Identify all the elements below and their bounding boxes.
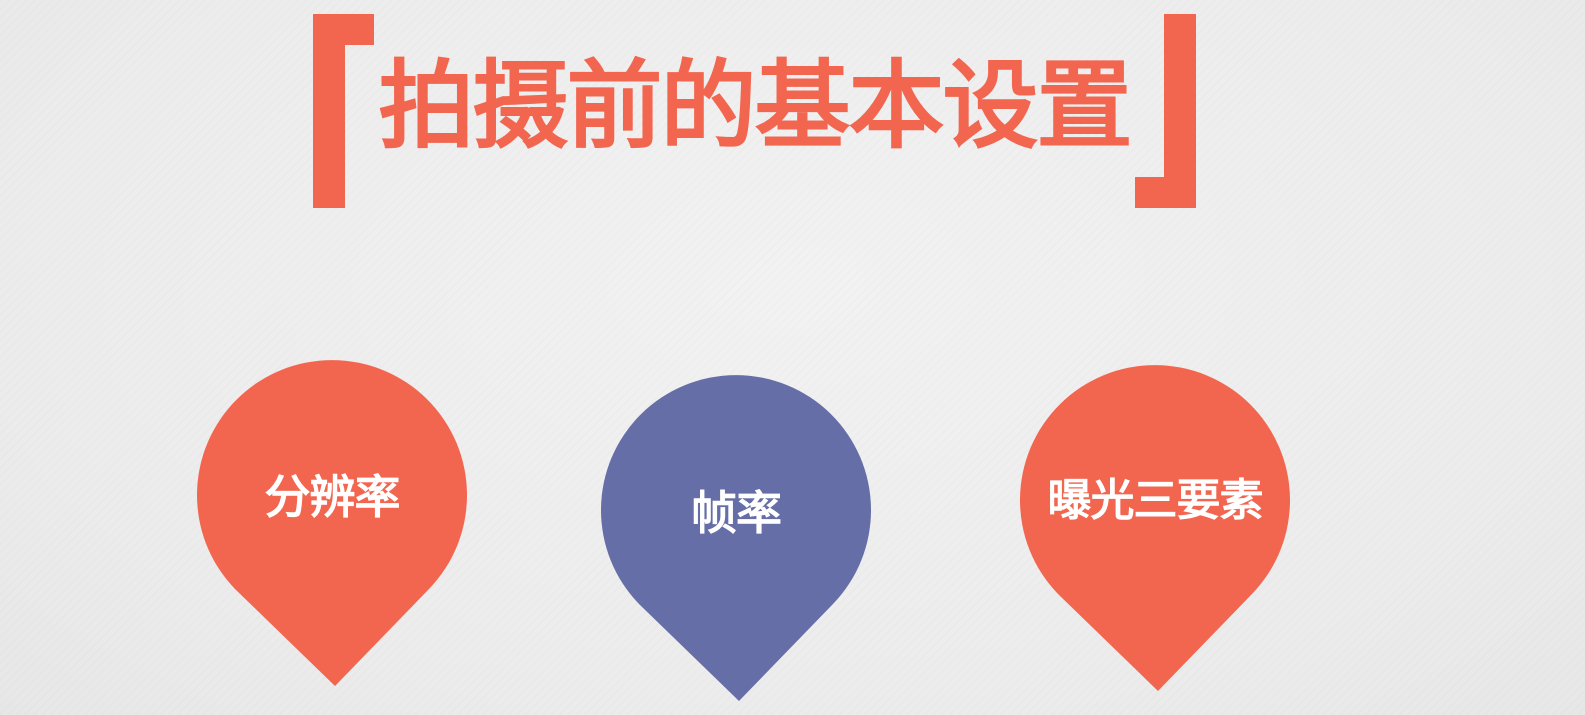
pin-label-resolution: 分辨率: [264, 470, 401, 524]
map-pin-shape: [1020, 365, 1290, 691]
pin-label-frame-rate: 帧率: [691, 486, 782, 540]
title-bracket-left: [313, 14, 345, 208]
map-pin-shape: [197, 360, 467, 686]
pin-body: [197, 360, 467, 686]
pin-frame-rate: 帧率: [601, 375, 871, 701]
pin-resolution: 分辨率: [197, 360, 467, 686]
slide-title: 拍摄前的基本设置: [378, 50, 1133, 162]
pin-label-exposure: 曝光三要素: [1047, 475, 1264, 526]
title-bracket-right: [1164, 14, 1196, 208]
pin-body: [1020, 365, 1290, 691]
title-bracket-right-bottom: [1135, 177, 1196, 208]
map-pin-shape: [601, 375, 871, 701]
pin-body: [601, 375, 871, 701]
title-bracket-left-top: [313, 14, 374, 45]
pin-exposure-triangle: 曝光三要素: [1020, 365, 1290, 691]
